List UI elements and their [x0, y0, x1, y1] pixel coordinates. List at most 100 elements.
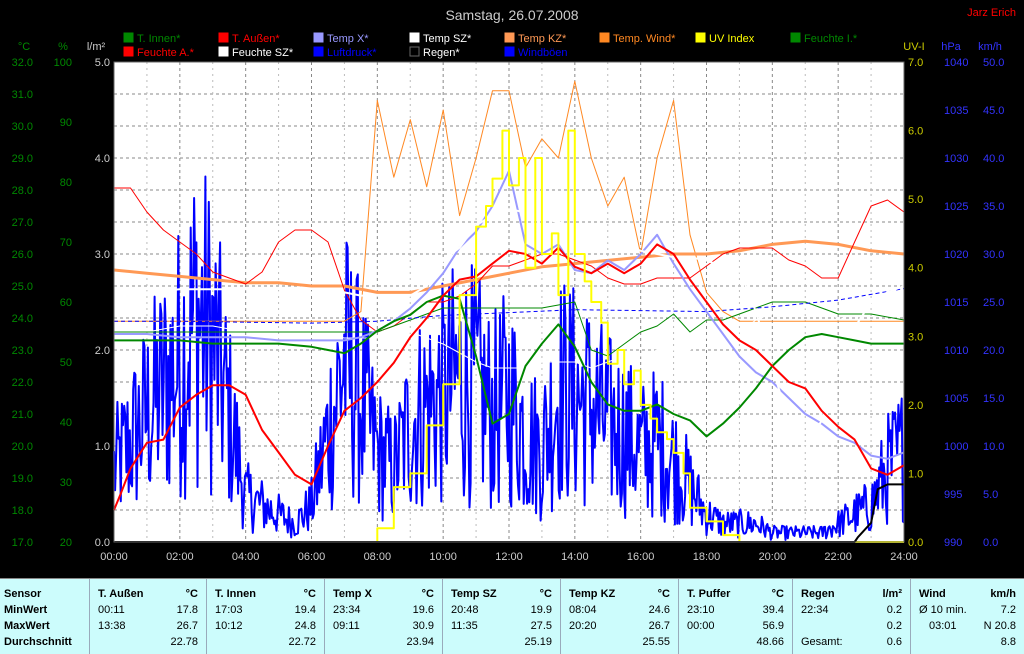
- stats-row-max: MaxWert: [4, 620, 50, 632]
- regen-total: 0.6: [886, 636, 902, 648]
- stat-min-time: 17:03: [215, 604, 243, 616]
- y-tick-uv: 1.0: [908, 468, 923, 480]
- y-tick-temp_c: 19.0: [12, 473, 33, 485]
- stats-row-avg: Durchschnitt: [4, 636, 72, 648]
- y-tick-wind_kmh: 25.0: [983, 297, 1004, 309]
- legend-swatch: [123, 46, 134, 57]
- y-tick-temp_c: 23.0: [12, 345, 33, 357]
- stat-col-unit: °C: [657, 588, 670, 600]
- axis-label-humidity_pct: %: [58, 41, 68, 53]
- stat-min-val: 39.4: [762, 604, 784, 616]
- stat-col-title: Temp SZ: [451, 588, 497, 600]
- y-tick-temp_c: 22.0: [12, 377, 33, 389]
- y-tick-uv: 6.0: [908, 126, 923, 138]
- stat-avg: 22.72: [288, 636, 316, 648]
- axis-label-pressure_hpa: hPa: [941, 41, 961, 53]
- legend-swatch: [409, 32, 420, 43]
- series-line-luftdruck: [114, 288, 905, 324]
- series-line-tempkz: [113, 239, 905, 294]
- y-tick-pressure_hpa: 1005: [944, 393, 968, 405]
- stat-max-val: 24.8: [294, 620, 316, 632]
- stat-min-time: 23:34: [333, 604, 361, 616]
- series-line-tauen: [113, 243, 905, 511]
- legend-swatch: [409, 46, 420, 57]
- y-tick-temp_c: 32.0: [12, 57, 33, 69]
- legend-swatch: [313, 32, 324, 43]
- stat-col-unit: °C: [539, 588, 552, 600]
- y-tick-humidity_pct: 40: [60, 417, 72, 429]
- legend-swatch: [599, 32, 610, 43]
- stat-min-time: 23:10: [687, 604, 715, 616]
- stat-min-time: 00:11: [98, 604, 125, 616]
- legend: T. Innen* T. Außen* Temp X* Temp SZ* Temp KZ…: [123, 32, 858, 59]
- legend-swatch: [504, 32, 515, 43]
- series-group: [113, 80, 905, 543]
- y-tick-temp_c: 27.0: [12, 217, 33, 229]
- y-tick-humidity_pct: 60: [60, 297, 72, 309]
- y-tick-pressure_hpa: 1020: [944, 249, 968, 261]
- stat-col-title: T. Außen: [98, 588, 144, 600]
- stats-sensor-header: Sensor: [4, 588, 42, 600]
- stats-col-wind: Wind km/h Ø 10 min. 7.2 03:01 N 20.8 8.8: [911, 579, 1024, 654]
- stat-max-time: 10:12: [215, 620, 243, 632]
- y-tick-uv: 2.0: [908, 400, 923, 412]
- y-tick-temp_c: 18.0: [12, 505, 33, 517]
- weather-chart: Samstag, 26.07.2008 Jarz Erich T. Innen*…: [11, 7, 1016, 563]
- stats-col-tempkz: Temp KZ °C 08:04 24.6 20:20 26.7 25.55: [561, 579, 679, 654]
- stat-max-val: 56.9: [762, 620, 784, 632]
- legend-swatch: [313, 46, 324, 57]
- legend-label: Luftdruck*: [327, 47, 377, 59]
- y-tick-humidity_pct: 50: [60, 357, 72, 369]
- stats-col-tauen: T. Außen °C 00:11 17.8 13:38 26.7 22.78: [90, 579, 207, 654]
- stat-col-title: Temp KZ: [569, 588, 616, 600]
- y-tick-wind_kmh: 35.0: [983, 201, 1004, 213]
- stat-col-unit: °C: [185, 588, 198, 600]
- stat-max-time: 00:00: [687, 620, 715, 632]
- y-tick-pressure_hpa: 1040: [944, 57, 968, 69]
- wind-max: N 20.8: [983, 620, 1016, 632]
- x-tick-label: 18:00: [693, 551, 721, 563]
- y-tick-temp_c: 31.0: [12, 89, 33, 101]
- wind-mean: 8.8: [1000, 636, 1016, 648]
- y-tick-pressure_hpa: 1010: [944, 345, 968, 357]
- legend-label: Temp. Wind*: [613, 33, 676, 45]
- stats-table: Sensor MinWert MaxWert Durchschnitt T. A…: [0, 578, 1024, 654]
- stat-col-unit: °C: [771, 588, 784, 600]
- stat-avg: 23.94: [406, 636, 434, 648]
- legend-label: T. Innen*: [137, 33, 181, 45]
- y-tick-wind_kmh: 30.0: [983, 249, 1004, 261]
- y-tick-temp_c: 24.0: [12, 313, 33, 325]
- regen-title: Regen: [801, 588, 835, 600]
- y-tick-humidity_pct: 100: [54, 57, 72, 69]
- y-tick-rain_lm2: 2.0: [95, 345, 110, 357]
- axes: 00:00 02:00 04:00 06:00 08:00 10:00 12:00 14:00…: [12, 41, 1005, 563]
- y-tick-wind_kmh: 10.0: [983, 441, 1004, 453]
- stat-avg: 22.78: [170, 636, 198, 648]
- legend-label: Regen*: [423, 47, 460, 59]
- x-tick-label: 16:00: [627, 551, 655, 563]
- stat-max-val: 26.7: [176, 620, 198, 632]
- stat-min-val: 17.8: [176, 604, 198, 616]
- stat-col-title: Temp X: [333, 588, 372, 600]
- y-tick-wind_kmh: 45.0: [983, 105, 1004, 117]
- regen-time: 22:34: [801, 604, 829, 616]
- x-tick-label: 10:00: [429, 551, 457, 563]
- legend-swatch: [218, 46, 229, 57]
- y-tick-wind_kmh: 15.0: [983, 393, 1004, 405]
- y-tick-wind_kmh: 0.0: [983, 537, 998, 549]
- regen-val1: 0.2: [886, 604, 902, 616]
- stat-avg: 25.19: [524, 636, 552, 648]
- legend-swatch: [695, 32, 706, 43]
- y-tick-temp_c: 30.0: [12, 121, 33, 133]
- y-tick-humidity_pct: 70: [60, 237, 72, 249]
- legend-swatch: [790, 32, 801, 43]
- y-tick-uv: 3.0: [908, 331, 923, 343]
- legend-label: UV Index: [709, 33, 755, 45]
- x-tick-label: 12:00: [495, 551, 523, 563]
- y-tick-temp_c: 26.0: [12, 249, 33, 261]
- y-tick-temp_c: 17.0: [12, 537, 33, 549]
- axis-label-wind_kmh: km/h: [978, 41, 1002, 53]
- legend-label: Temp X*: [327, 33, 369, 45]
- y-tick-uv: 0.0: [908, 537, 923, 549]
- stats-col-tempsz: Temp SZ °C 20:48 19.9 11:35 27.5 25.19: [443, 579, 561, 654]
